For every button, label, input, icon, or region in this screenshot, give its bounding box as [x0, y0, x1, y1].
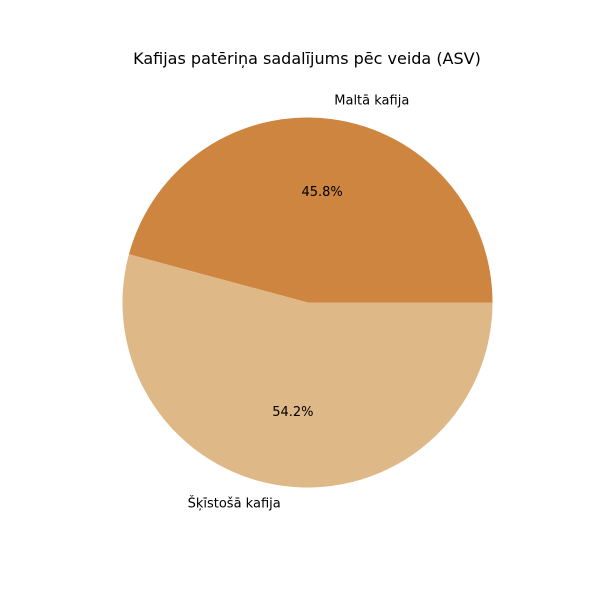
pie-slice-1	[128, 117, 493, 303]
slice-category-label-2: Šķīstošā kafija	[188, 496, 281, 512]
labels-layer: 45.8% Maltā kafija 54.2% Šķīstošā kafija	[188, 93, 410, 511]
slice-percent-label-1: 45.8%	[301, 185, 342, 200]
pie-slice-2	[122, 254, 493, 488]
slices-layer	[122, 117, 493, 488]
slice-percent-label-2: 54.2%	[272, 405, 313, 420]
slice-category-label-1: Maltā kafija	[334, 93, 409, 108]
chart-title: Kafijas patēriņa sadalījums pēc veida (A…	[133, 49, 481, 68]
